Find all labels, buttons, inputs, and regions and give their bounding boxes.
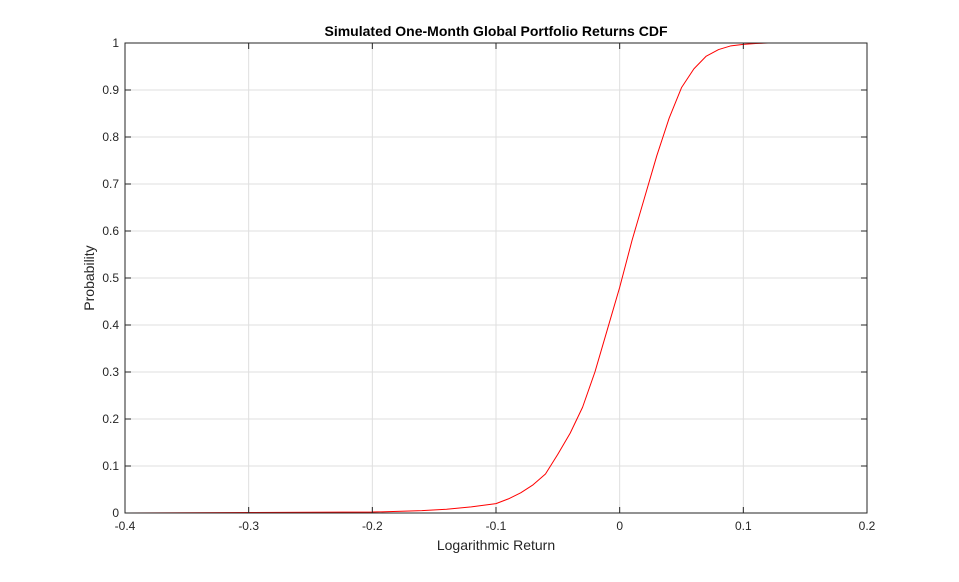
- x-tick-label: -0.1: [486, 519, 507, 533]
- y-tick-label: 0.7: [102, 177, 119, 191]
- chart-title: Simulated One-Month Global Portfolio Ret…: [325, 23, 668, 39]
- x-tick-label: 0.2: [859, 519, 876, 533]
- x-tick-label: -0.3: [238, 519, 259, 533]
- axis-ticks: [124, 42, 868, 514]
- y-tick-label: 0.8: [102, 130, 119, 144]
- x-tick-label: -0.4: [115, 519, 136, 533]
- y-tick-label: 0.3: [102, 365, 119, 379]
- y-tick-label: 1: [112, 36, 119, 50]
- y-tick-label: 0: [112, 506, 119, 520]
- y-tick-label: 0.6: [102, 224, 119, 238]
- y-tick-label: 0.9: [102, 83, 119, 97]
- y-tick-label: 0.1: [102, 459, 119, 473]
- y-axis-label: Probability: [81, 245, 97, 310]
- x-tick-label: 0.1: [735, 519, 752, 533]
- x-tick-label: -0.2: [362, 519, 383, 533]
- y-tick-label: 0.4: [102, 318, 119, 332]
- y-tick-label: 0.5: [102, 271, 119, 285]
- x-axis-label: Logarithmic Return: [437, 537, 555, 553]
- series-layer: [124, 42, 806, 514]
- x-tick-label: 0: [616, 519, 623, 533]
- tick-labels: -0.4 -0.3 -0.2 -0.1 0 0.1 0.2 0 0.1 0.2 0.3 0.4 0.5 0…: [102, 36, 875, 533]
- y-tick-label: 0.2: [102, 412, 119, 426]
- grid-lines: [125, 43, 867, 513]
- cdf-series-line: [124, 42, 806, 514]
